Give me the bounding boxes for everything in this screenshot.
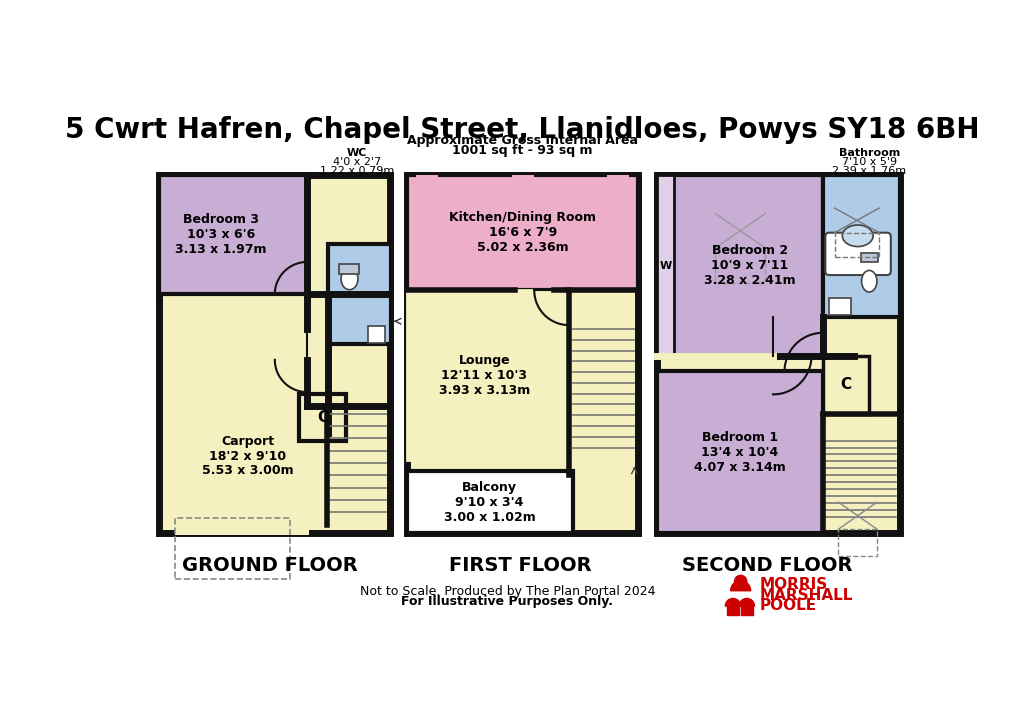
Text: MARSHALL: MARSHALL — [758, 588, 852, 603]
Bar — [740, 606, 752, 616]
Text: Kitchen/Dining Room
16'6 x 7'9
5.02 x 2.36m: Kitchen/Dining Room 16'6 x 7'9 5.02 x 2.… — [448, 211, 596, 254]
Wedge shape — [725, 598, 740, 606]
Text: FIRST FLOOR: FIRST FLOOR — [448, 556, 591, 575]
Bar — [607, 175, 629, 181]
Bar — [407, 290, 573, 460]
Text: Balcony
9'10 x 3'4
3.00 x 1.02m: Balcony 9'10 x 3'4 3.00 x 1.02m — [443, 481, 535, 523]
Ellipse shape — [861, 271, 876, 292]
Text: 7'10 x 5'9: 7'10 x 5'9 — [841, 157, 896, 167]
Wedge shape — [730, 581, 750, 590]
Bar — [159, 175, 390, 533]
Text: C: C — [317, 410, 328, 425]
Text: 4'0 x 2'7: 4'0 x 2'7 — [333, 157, 381, 167]
Text: MORRIS: MORRIS — [758, 577, 826, 592]
Bar — [328, 244, 390, 344]
Bar — [512, 175, 533, 181]
Bar — [838, 529, 876, 556]
Text: 1.22 x 0.79m: 1.22 x 0.79m — [320, 166, 394, 176]
Bar — [657, 175, 674, 356]
Text: GROUND FLOOR: GROUND FLOOR — [182, 556, 358, 575]
Text: W: W — [659, 261, 672, 271]
Bar — [300, 395, 345, 441]
Bar — [407, 175, 638, 290]
Bar — [339, 264, 359, 274]
Text: Bathroom: Bathroom — [838, 148, 899, 158]
Bar — [727, 606, 739, 616]
Bar — [407, 472, 573, 533]
Bar — [657, 372, 822, 533]
FancyBboxPatch shape — [824, 233, 890, 275]
Text: Lounge
12'11 x 10'3
3.93 x 3.13m: Lounge 12'11 x 10'3 3.93 x 3.13m — [438, 354, 529, 397]
Bar — [657, 175, 899, 533]
Text: Carport
18'2 x 9'10
5.53 x 3.00m: Carport 18'2 x 9'10 5.53 x 3.00m — [202, 434, 293, 477]
Wedge shape — [739, 598, 754, 606]
Text: Bedroom 3
10'3 x 6'6
3.13 x 1.97m: Bedroom 3 10'3 x 6'6 3.13 x 1.97m — [175, 212, 266, 256]
Text: Not to Scale. Produced by The Plan Portal 2024: Not to Scale. Produced by The Plan Porta… — [360, 585, 654, 598]
Circle shape — [734, 575, 746, 588]
Bar — [828, 298, 850, 315]
Text: WC: WC — [346, 148, 367, 158]
Bar — [657, 175, 822, 356]
Bar — [822, 356, 868, 414]
Text: 1001 sq ft - 93 sq m: 1001 sq ft - 93 sq m — [452, 144, 592, 157]
Bar — [714, 248, 764, 283]
Text: SECOND FLOOR: SECOND FLOOR — [682, 556, 852, 575]
Bar — [407, 175, 638, 533]
Bar — [159, 175, 307, 294]
Text: POOLE: POOLE — [758, 598, 815, 613]
Bar — [174, 527, 309, 534]
Text: 5 Cwrt Hafren, Chapel Street, Llanidloes, Powys SY18 6BH: 5 Cwrt Hafren, Chapel Street, Llanidloes… — [65, 116, 979, 144]
Text: For Illustrative Purposes Only.: For Illustrative Purposes Only. — [400, 595, 612, 608]
Bar — [368, 326, 384, 343]
Text: Bedroom 2
10'9 x 7'11
3.28 x 2.41m: Bedroom 2 10'9 x 7'11 3.28 x 2.41m — [703, 244, 795, 287]
Ellipse shape — [340, 268, 358, 289]
Text: 2.39 x 1.76m: 2.39 x 1.76m — [832, 166, 906, 176]
Bar — [174, 518, 290, 579]
Bar — [416, 175, 437, 181]
Text: Bedroom 1
13'4 x 10'4
4.07 x 3.14m: Bedroom 1 13'4 x 10'4 4.07 x 3.14m — [693, 431, 785, 474]
Bar — [860, 253, 877, 262]
Bar — [822, 175, 899, 318]
Text: Approximate Gross Internal Area: Approximate Gross Internal Area — [407, 134, 638, 147]
Text: C: C — [840, 377, 851, 392]
Ellipse shape — [842, 225, 872, 246]
Bar — [834, 233, 878, 257]
